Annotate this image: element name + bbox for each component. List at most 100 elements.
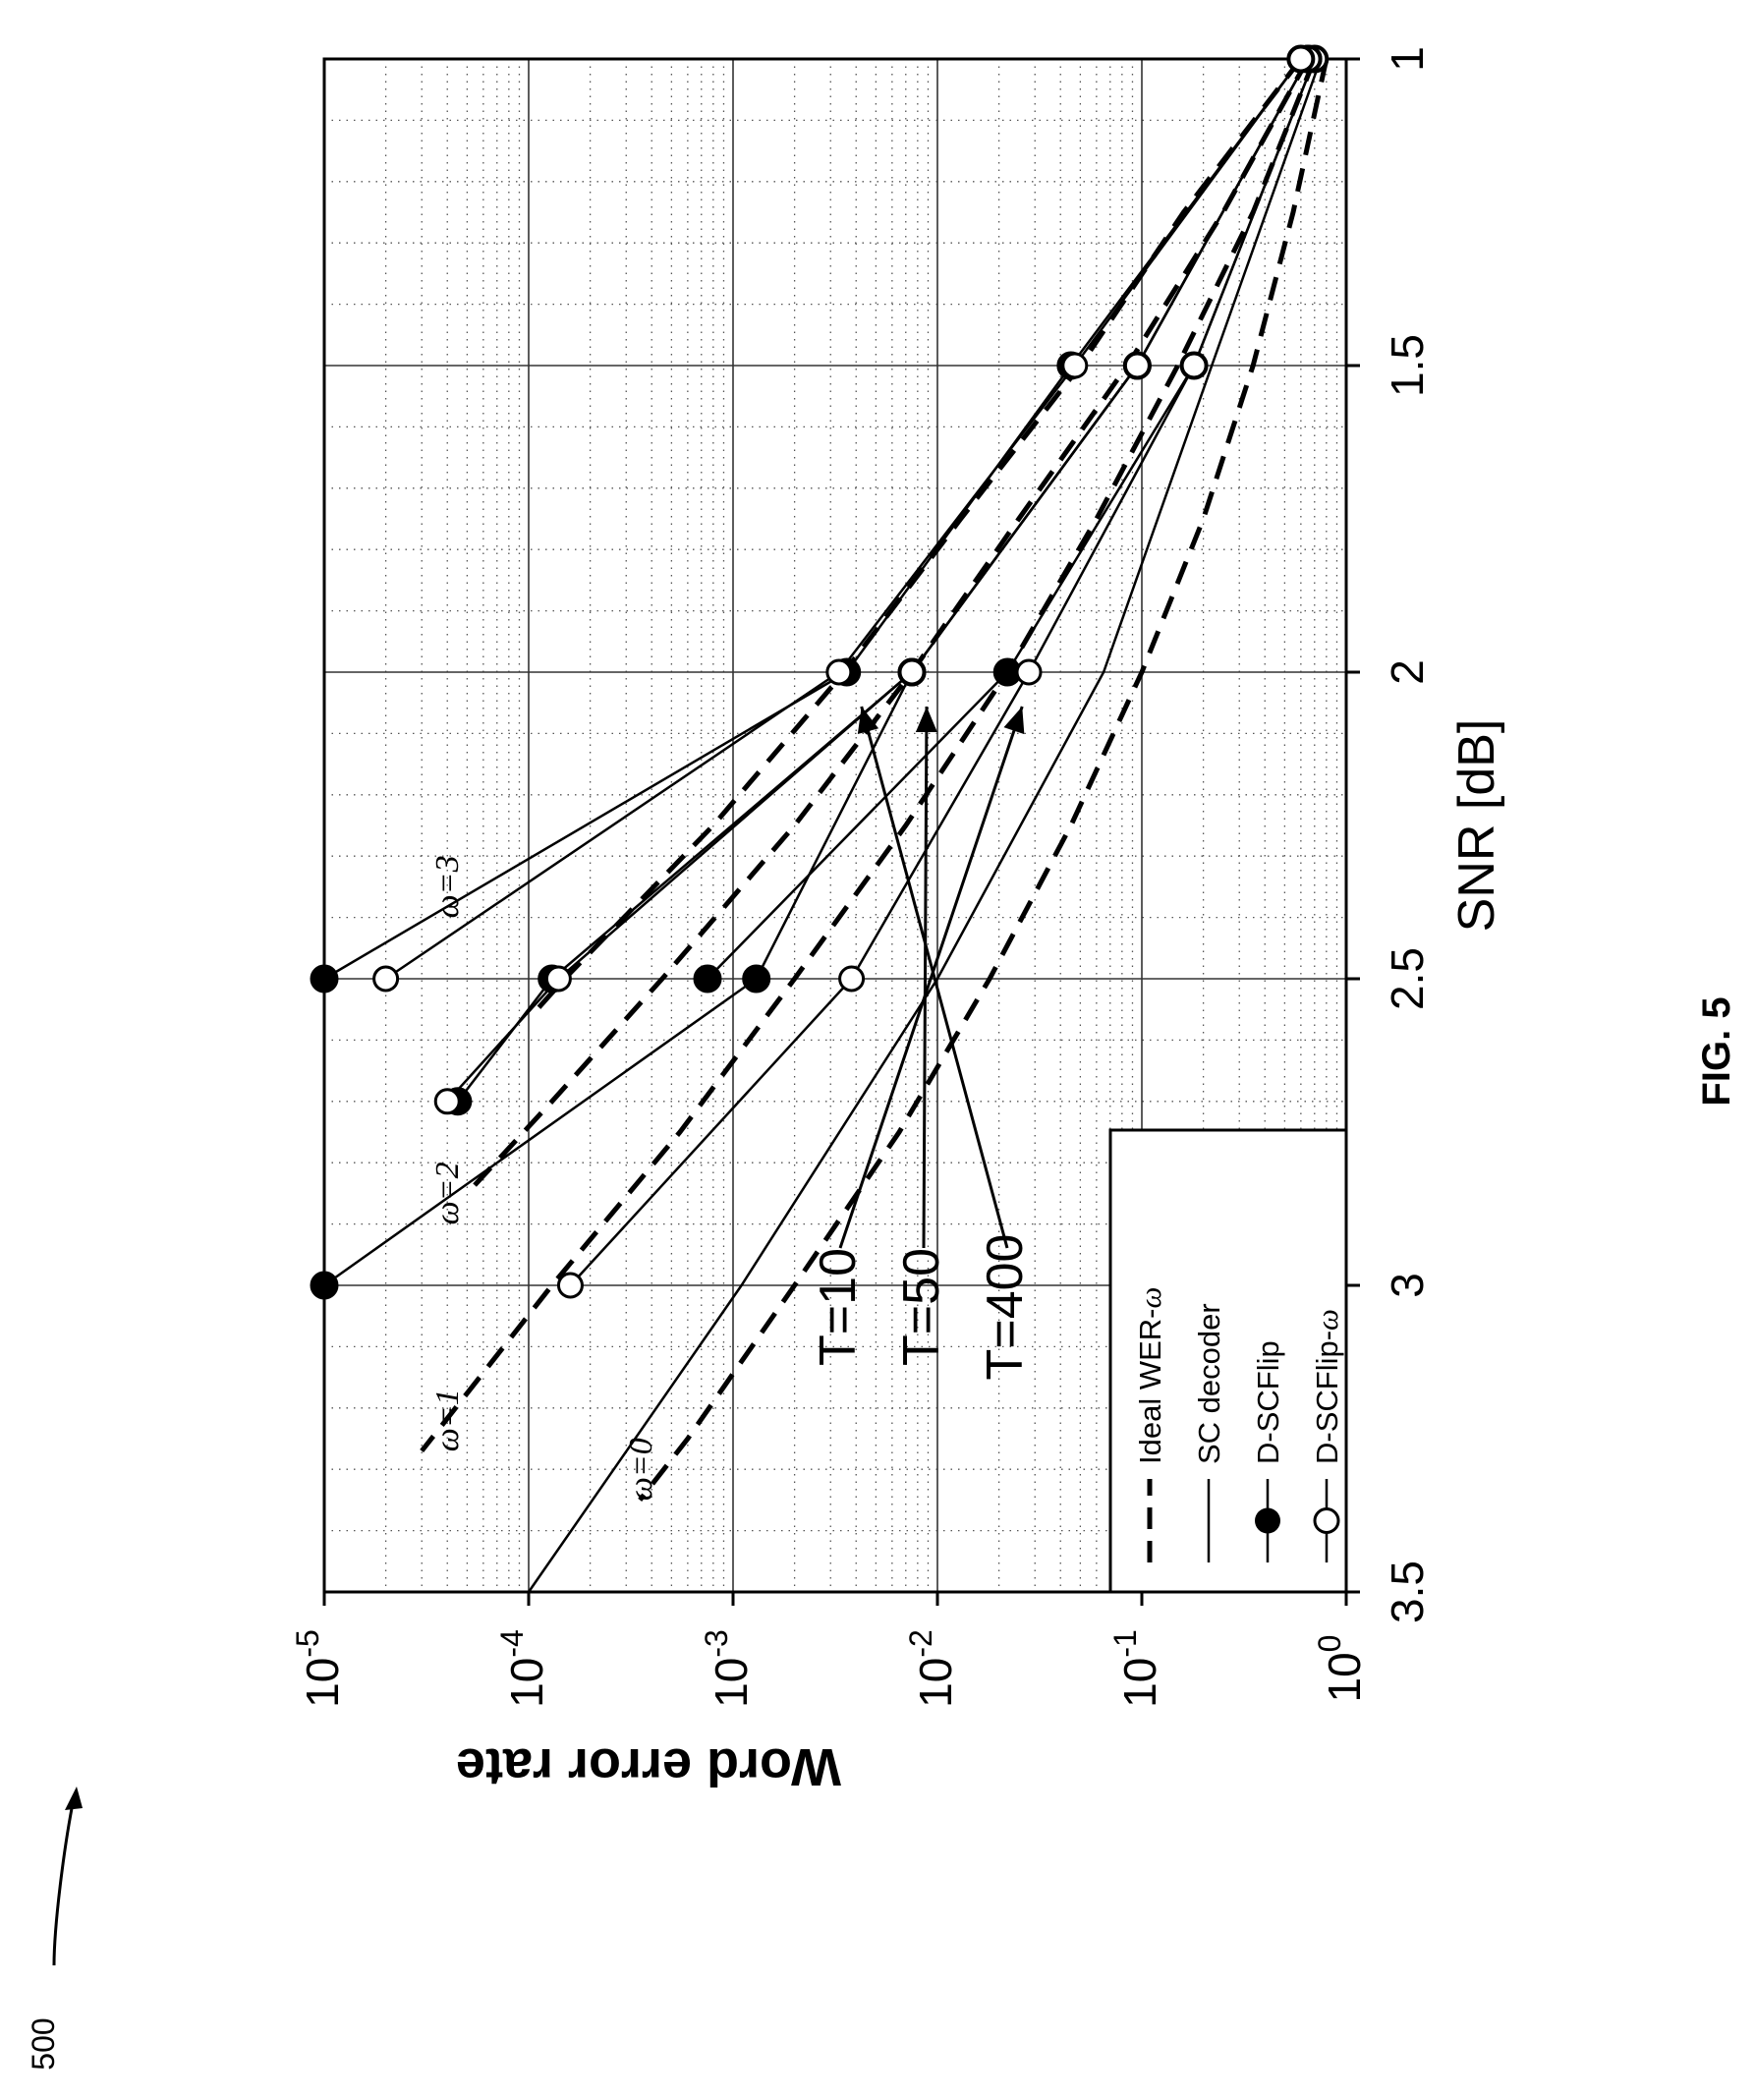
legend-label: D-SCFlip [1251,1340,1285,1464]
annotation-t: T=400 [857,706,1034,1381]
annotation-text: T=50 [893,1248,950,1366]
legend-entry: Ideal WER-ω [1133,1287,1167,1562]
reference-arrowhead [65,1787,83,1810]
d-scflip-marker [693,964,722,993]
ideal-wer-line [535,57,1303,1011]
curve-label-omega: ω=0 [623,1438,659,1501]
series-1 [638,58,1330,1502]
d-scflip-w-marker [372,965,400,993]
curve-label-omega: ω=3 [429,855,466,918]
reference-leader-arrow [52,1797,76,1966]
legend-label-text: D-SCFlip [1251,1340,1285,1464]
d-scflip-w-marker [1123,352,1151,379]
y-tick-exponent: -2 [903,1629,938,1657]
y-tick-label: 10-4 [494,1629,552,1708]
y-tick-base: 10 [1319,1652,1370,1702]
legend: Ideal WER-ω SC decoder D-SCFlip D-SCFlip-ω [1108,1128,1348,1594]
d-scflip-line [323,58,1302,981]
d-scflip-w-marker [1287,45,1315,73]
legend-open-marker [1313,1507,1340,1534]
legend-label-text: Ideal WER- [1133,1309,1167,1464]
plot-frame [322,57,1348,1594]
annotation-arrowhead [857,707,879,734]
y-tick-base: 10 [501,1658,552,1708]
annotation-arrow-line [860,706,1009,1249]
series-10 [433,45,1322,1115]
y-axis-label: Word error rate [456,1737,841,1796]
legend-label-text: SC decoder [1192,1303,1226,1464]
y-tick-label: 10-1 [1107,1629,1165,1708]
figure-label: FIG. 5 [1695,996,1738,1106]
d-scflip-w-marker [1061,352,1089,379]
y-tick-exponent: -5 [290,1629,325,1657]
d-scflip-w-marker [898,658,926,686]
x-tick-label: 1 [1382,46,1433,72]
y-tick-exponent: -3 [699,1629,734,1657]
d-scflip-w-line [384,58,1302,981]
series-2 [527,58,1323,1593]
d-scflip-w-marker [433,1088,461,1115]
d-scflip-marker [742,964,771,993]
annotation-arrow-line [922,706,929,1249]
legend-label: SC decoder [1192,1303,1226,1464]
series-6 [693,44,1330,993]
annotation-arrowhead [1003,707,1025,735]
annotation-text: T=10 [810,1248,867,1366]
d-scflip-w-marker [825,658,853,686]
reference-numeral-group: 500 [26,1787,83,2071]
d-scflip-marker [310,964,339,993]
legend-entry: D-SCFlip [1251,1340,1285,1562]
legend-label-symbol: ω [1310,1309,1344,1331]
legend-entry: D-SCFlip-ω [1310,1309,1344,1562]
legend-filled-marker [1255,1507,1280,1534]
y-tick-base: 10 [910,1658,961,1708]
y-tick-label: 100 [1312,1635,1370,1703]
y-tick-base: 10 [706,1658,757,1708]
curve-label-omega: ω=1 [429,1389,466,1451]
annotation-t: T=10 [810,706,1025,1366]
x-tick-label: 3.5 [1382,1561,1433,1623]
ideal-wer-line [420,58,1318,1453]
y-tick-exponent: 0 [1312,1635,1347,1653]
annotation-arrow-line [838,706,1024,1249]
d-scflip-w-marker [838,965,866,993]
annotation-arrowhead [915,707,937,733]
annotation-text: T=400 [977,1234,1034,1381]
series-3 [420,58,1318,1453]
d-scflip-marker [310,1271,339,1300]
ideal-wer-line [465,57,1311,1196]
legend-label: D-SCFlip-ω [1310,1309,1344,1464]
x-tick-label: 2 [1382,659,1433,685]
d-scflip-w-marker [1180,352,1208,379]
series-12 [372,45,1315,993]
reference-numeral: 500 [26,2017,61,2070]
sc-decoder-line [527,58,1323,1593]
d-scflip-w-marker [544,965,572,993]
x-tick-label: 2.5 [1382,947,1433,1010]
y-tick-label: 10-3 [699,1629,757,1708]
y-tick-exponent: -1 [1107,1629,1143,1657]
legend-label-text: D-SCFlip- [1310,1331,1344,1464]
x-tick-label: 1.5 [1382,334,1433,397]
d-scflip-w-marker [556,1272,584,1299]
y-tick-base: 10 [1114,1658,1165,1708]
legend-entry: SC decoder [1192,1303,1226,1562]
y-tick-label: 10-5 [290,1629,348,1708]
legend-label-symbol: ω [1133,1287,1167,1309]
series-5 [535,57,1303,1011]
curve-label-omega: ω=2 [429,1162,466,1224]
legend-label: Ideal WER-ω [1133,1287,1167,1464]
x-tick-label: 3 [1382,1273,1433,1298]
series-4 [465,57,1311,1196]
ideal-wer-line [638,58,1330,1502]
d-scflip-w-marker [1015,658,1043,686]
minor-grid [324,59,1346,1592]
x-axis-label: SNR [dB] [1448,719,1505,933]
y-tick-exponent: -4 [494,1629,530,1657]
y-tick-base: 10 [297,1658,348,1708]
series-11 [310,44,1316,993]
y-tick-label: 10-2 [903,1629,961,1708]
